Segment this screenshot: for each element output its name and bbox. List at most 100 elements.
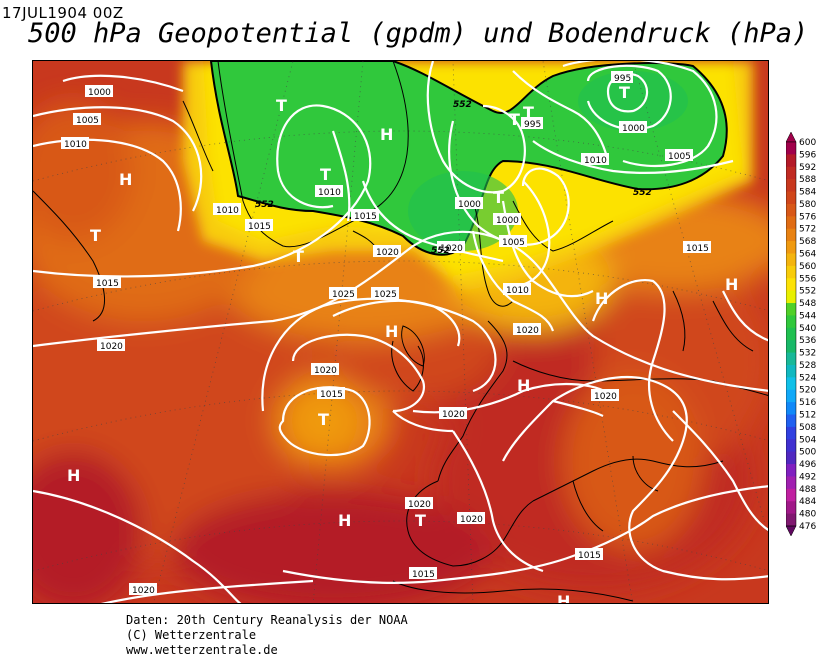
isobar-label: 1020 xyxy=(311,363,339,376)
isobar-label: 1015 xyxy=(351,209,379,222)
legend-arrow-top xyxy=(785,131,797,143)
legend-swatch xyxy=(786,352,796,366)
legend-swatch xyxy=(786,278,796,292)
isobar-label: 1020 xyxy=(129,583,157,596)
svg-text:1005: 1005 xyxy=(502,238,525,248)
isobar-label: 1010 xyxy=(581,153,609,166)
legend-tick-label: 488 xyxy=(799,485,816,495)
legend-swatch xyxy=(786,303,796,316)
legend-tick-label: 532 xyxy=(799,349,816,359)
svg-text:1010: 1010 xyxy=(318,188,341,198)
weather-map-canvas: 1000 1005 1010 1015 1020 1025 995 995 10… xyxy=(33,61,768,603)
legend-tick-label: 516 xyxy=(799,398,816,408)
legend-tick-label: 552 xyxy=(799,287,816,297)
legend-swatch xyxy=(786,414,796,428)
low-pressure-center: T xyxy=(415,511,426,530)
svg-text:1000: 1000 xyxy=(458,200,481,210)
isobar-label: 1000 xyxy=(455,197,483,210)
contour-label-552: 552 xyxy=(453,100,472,110)
legend-tick-label: 584 xyxy=(799,188,816,198)
legend-swatch xyxy=(786,340,796,354)
isobar-label: 1015 xyxy=(317,387,345,400)
svg-text:1020: 1020 xyxy=(100,342,123,352)
legend-swatch xyxy=(786,364,796,378)
high-pressure-center: H xyxy=(67,466,80,485)
legend-swatch xyxy=(786,203,796,217)
svg-text:1010: 1010 xyxy=(216,206,239,216)
svg-text:1015: 1015 xyxy=(354,212,377,222)
credits: Daten: 20th Century Reanalysis der NOAA … xyxy=(126,613,408,658)
legend-swatch xyxy=(786,377,796,391)
legend-swatch xyxy=(786,179,796,193)
svg-text:1020: 1020 xyxy=(132,586,155,596)
low-pressure-center: T xyxy=(320,165,331,184)
low-pressure-center: T xyxy=(509,110,520,129)
isobar-label: 1010 xyxy=(213,203,241,216)
legend-tick-label: 568 xyxy=(799,237,816,247)
legend-swatch xyxy=(786,464,796,477)
isobar-label: 1025 xyxy=(329,287,357,300)
contour-label-552: 552 xyxy=(431,246,450,256)
legend-swatch xyxy=(786,315,796,329)
isobar-label: 1020 xyxy=(437,241,465,254)
isobar-label: 1015 xyxy=(575,548,603,561)
svg-text:1020: 1020 xyxy=(594,392,617,402)
high-pressure-center: H xyxy=(725,275,738,294)
isobar-label: 995 xyxy=(521,117,543,130)
pressure-centers: H T T T H T T T T H H H H T H H T H T xyxy=(67,83,738,603)
low-pressure-center: T xyxy=(276,96,287,115)
isobar-label: 1010 xyxy=(61,137,89,150)
svg-text:1015: 1015 xyxy=(578,551,601,561)
legend-tick-label: 540 xyxy=(799,324,816,334)
isobar-label: 1015 xyxy=(409,567,437,580)
low-pressure-center: T xyxy=(90,226,101,245)
legend-swatch xyxy=(786,253,796,267)
isobar-label: 995 xyxy=(611,71,633,84)
svg-text:1015: 1015 xyxy=(248,222,271,232)
low-pressure-center: T xyxy=(619,83,630,102)
isobar-label: 1005 xyxy=(499,235,527,248)
legend-tick-label: 548 xyxy=(799,299,816,309)
svg-text:995: 995 xyxy=(614,74,631,84)
isobar-label: 1015 xyxy=(93,276,121,289)
legend-tick-label: 592 xyxy=(799,163,816,173)
legend-swatch xyxy=(786,488,796,502)
isobar-labels: 1000 1005 1010 1015 1020 1025 995 995 10… xyxy=(61,71,711,596)
legend-tick-label: 600 xyxy=(799,138,816,148)
isobar-label: 1015 xyxy=(245,219,273,232)
svg-text:1020: 1020 xyxy=(314,366,337,376)
high-pressure-center: H xyxy=(385,322,398,341)
legend-tick-label: 528 xyxy=(799,361,816,371)
credits-data-source: Daten: 20th Century Reanalysis der NOAA xyxy=(126,613,408,627)
legend-swatch xyxy=(786,191,796,205)
isobar-label: 1020 xyxy=(405,497,433,510)
legend-swatch xyxy=(786,154,796,168)
isobar-label: 1020 xyxy=(513,323,541,336)
legend-swatch xyxy=(786,476,796,490)
isobar-label: 1020 xyxy=(591,389,619,402)
credits-website[interactable]: www.wetterzentrale.de xyxy=(126,643,278,657)
legend-swatch xyxy=(786,389,796,403)
legend-tick-label: 524 xyxy=(799,373,816,383)
svg-text:1020: 1020 xyxy=(442,410,465,420)
low-pressure-center: T xyxy=(318,410,329,429)
map-title: 500 hPa Geopotential (gpdm) und Bodendru… xyxy=(28,18,809,49)
legend-tick-label: 476 xyxy=(799,522,816,532)
legend-tick-label: 536 xyxy=(799,336,816,346)
legend-swatch xyxy=(786,501,796,515)
contour-label-552: 552 xyxy=(255,200,274,210)
color-scale: 600 596 592 588 584 580 576 572 568 564 560 556 552 5… xyxy=(785,131,816,537)
color-scale-legend: 600 596 592 588 584 580 576 572 568 564 560 556 552 5… xyxy=(785,131,832,537)
credits-copyright: (C) Wetterzentrale xyxy=(126,628,257,642)
legend-tick-label: 500 xyxy=(799,448,816,458)
legend-tick-label: 484 xyxy=(799,497,816,507)
svg-text:1010: 1010 xyxy=(584,156,607,166)
legend-swatch xyxy=(786,216,796,230)
svg-text:1015: 1015 xyxy=(412,570,435,580)
legend-swatch xyxy=(786,426,796,440)
isobar-label: 1010 xyxy=(503,283,531,296)
low-pressure-center: T xyxy=(523,103,534,122)
isobars xyxy=(33,61,768,603)
svg-text:1010: 1010 xyxy=(64,140,87,150)
svg-text:1020: 1020 xyxy=(516,326,539,336)
